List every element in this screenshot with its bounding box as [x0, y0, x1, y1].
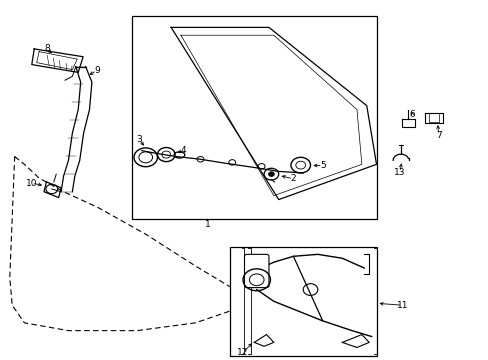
- Text: 2: 2: [290, 174, 296, 183]
- Text: 7: 7: [435, 131, 441, 140]
- Circle shape: [268, 172, 274, 176]
- Text: 11: 11: [396, 301, 407, 310]
- Text: 12: 12: [237, 348, 248, 357]
- Text: 3: 3: [136, 135, 142, 144]
- FancyBboxPatch shape: [244, 255, 268, 288]
- Text: 10: 10: [26, 179, 38, 188]
- Text: 5: 5: [319, 161, 325, 170]
- Bar: [229, 247, 376, 356]
- Text: 1: 1: [204, 220, 210, 229]
- Text: 13: 13: [393, 168, 405, 177]
- Text: 8: 8: [44, 44, 50, 53]
- Text: 6: 6: [408, 110, 414, 119]
- Text: 4: 4: [180, 146, 186, 155]
- Text: 9: 9: [94, 66, 100, 75]
- Bar: [132, 15, 376, 219]
